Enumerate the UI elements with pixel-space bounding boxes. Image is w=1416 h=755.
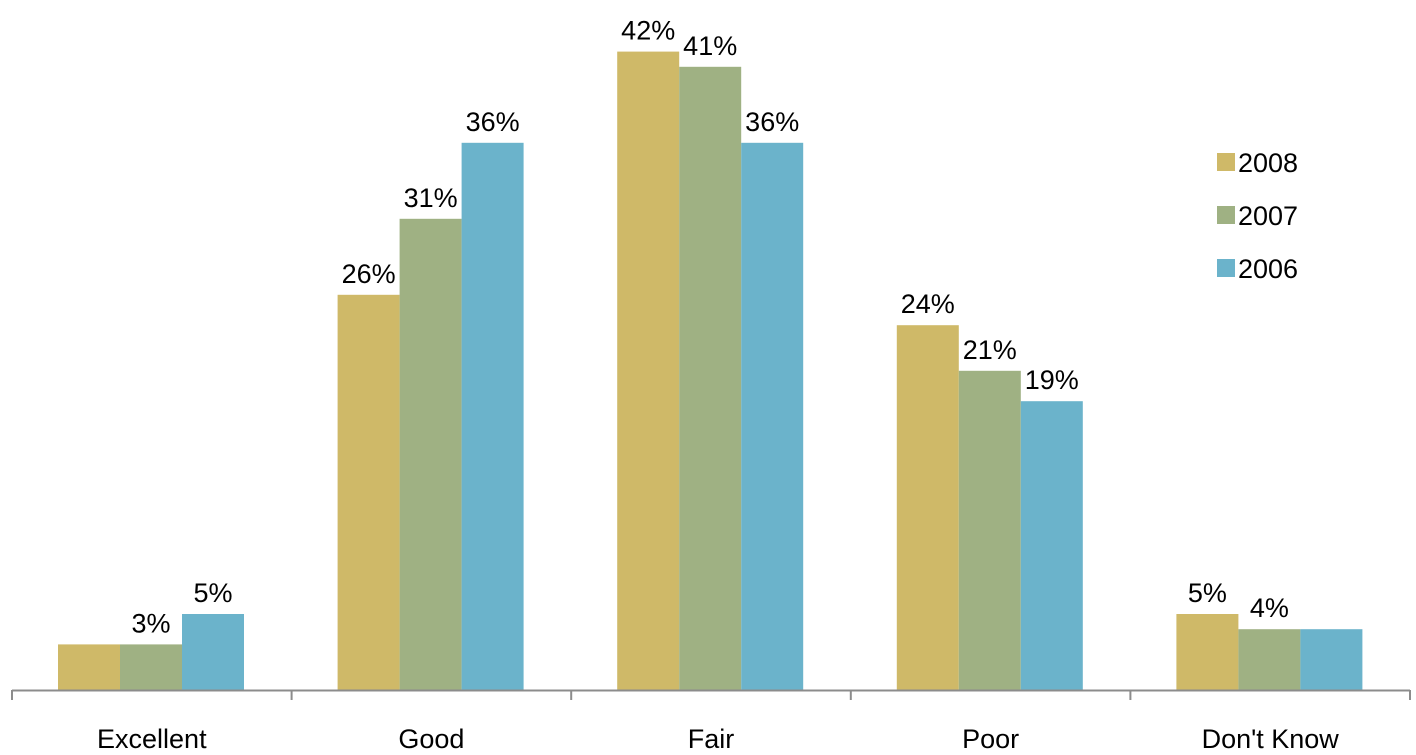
bar-2006-excellent (182, 614, 244, 690)
bar-2008-don-t-know (1176, 614, 1239, 690)
category-label: Poor (962, 724, 1019, 754)
data-label: 42% (621, 16, 675, 46)
data-label: 3% (131, 608, 170, 638)
legend-swatch-2006 (1217, 259, 1235, 277)
legend-swatch-2008 (1217, 153, 1235, 171)
bar-2007-poor (958, 370, 1021, 690)
data-label: 19% (1025, 365, 1079, 395)
data-label: 4% (1250, 593, 1289, 623)
bar-2006-fair (741, 142, 804, 691)
category-label: Fair (688, 724, 735, 754)
data-label: 26% (342, 259, 396, 289)
bar-2007-excellent (120, 644, 182, 690)
legend-label-2006: 2006 (1238, 254, 1298, 284)
data-label: 36% (466, 107, 520, 137)
bar-2006-poor (1020, 401, 1083, 690)
bar-2007-don-t-know (1238, 629, 1301, 690)
legend-label-2008: 2008 (1238, 148, 1298, 178)
x-axis (11, 689, 1411, 700)
data-labels-group: 3% 5% 26% 31% 36% 42% 41% 36% 24% 21% 19% 5% 4% (131, 16, 1288, 639)
bar-2006-good (461, 142, 524, 691)
bar-2007-fair (679, 66, 742, 691)
legend-swatch-2007 (1217, 206, 1235, 224)
legend: 2008 2007 2006 (1217, 148, 1298, 284)
data-label: 41% (683, 31, 737, 61)
category-label: Don't Know (1202, 724, 1340, 754)
legend-label-2007: 2007 (1238, 201, 1298, 231)
data-label: 31% (404, 183, 458, 213)
data-label: 5% (1188, 578, 1227, 608)
bar-2008-excellent (58, 644, 120, 690)
data-label: 21% (963, 335, 1017, 365)
data-label: 24% (901, 289, 955, 319)
category-label: Good (398, 724, 464, 754)
bar-2008-poor (896, 325, 959, 690)
data-label: 5% (193, 578, 232, 608)
bar-2008-good (337, 294, 400, 690)
category-labels-group: Excellent Good Fair Poor Don't Know (97, 724, 1339, 754)
bars-group (58, 51, 1363, 691)
data-label: 36% (745, 107, 799, 137)
bar-2008-fair (617, 51, 680, 691)
bar-2006-don-t-know (1300, 629, 1363, 690)
bar-2007-good (399, 218, 462, 691)
category-label: Excellent (97, 724, 207, 754)
